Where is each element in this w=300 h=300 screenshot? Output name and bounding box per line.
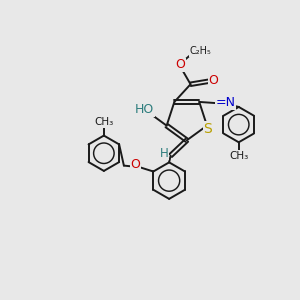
Text: CH₃: CH₃ [94,117,113,127]
Text: =N: =N [216,96,236,109]
Text: H: H [160,147,169,160]
Text: S: S [203,122,212,136]
Text: O: O [175,58,185,71]
Text: O: O [208,74,218,87]
Text: C₂H₅: C₂H₅ [189,46,211,56]
Text: O: O [130,158,140,171]
Text: HO: HO [135,103,154,116]
Text: CH₃: CH₃ [229,151,248,160]
